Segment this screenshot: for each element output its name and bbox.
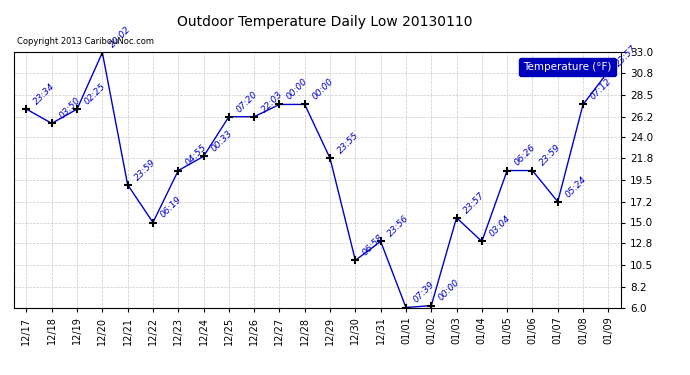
- Text: 23:56: 23:56: [386, 214, 411, 238]
- Text: Copyright 2013 CaribouNoc.com: Copyright 2013 CaribouNoc.com: [17, 38, 155, 46]
- Text: 00:33: 00:33: [209, 129, 234, 154]
- Text: 05:24: 05:24: [563, 174, 588, 199]
- Text: 06:26: 06:26: [513, 143, 538, 168]
- Text: 00:00: 00:00: [310, 77, 335, 102]
- Text: Outdoor Temperature Daily Low 20130110: Outdoor Temperature Daily Low 20130110: [177, 15, 472, 29]
- Text: 03:04: 03:04: [487, 214, 512, 238]
- Text: 22:03: 22:03: [259, 89, 284, 114]
- Text: 06:19: 06:19: [159, 195, 184, 220]
- Text: 02:25: 02:25: [83, 82, 108, 106]
- Text: 23:55: 23:55: [335, 131, 360, 156]
- Text: 06:58: 06:58: [361, 233, 386, 258]
- Text: 00:00: 00:00: [285, 77, 310, 102]
- Text: 04:55: 04:55: [184, 143, 208, 168]
- Text: 07:20: 07:20: [235, 89, 259, 114]
- Text: 20:02: 20:02: [108, 25, 132, 50]
- Text: 23:57: 23:57: [614, 44, 639, 69]
- Text: 07:12: 07:12: [589, 77, 613, 102]
- Text: 03:50: 03:50: [57, 96, 82, 120]
- Text: 23:59: 23:59: [133, 157, 158, 182]
- Text: 23:34: 23:34: [32, 82, 57, 106]
- Legend: Temperature (°F): Temperature (°F): [519, 58, 615, 76]
- Text: 23:59: 23:59: [538, 143, 563, 168]
- Text: 00:00: 00:00: [437, 278, 462, 303]
- Text: 07:39: 07:39: [411, 280, 436, 305]
- Text: 23:57: 23:57: [462, 190, 487, 215]
